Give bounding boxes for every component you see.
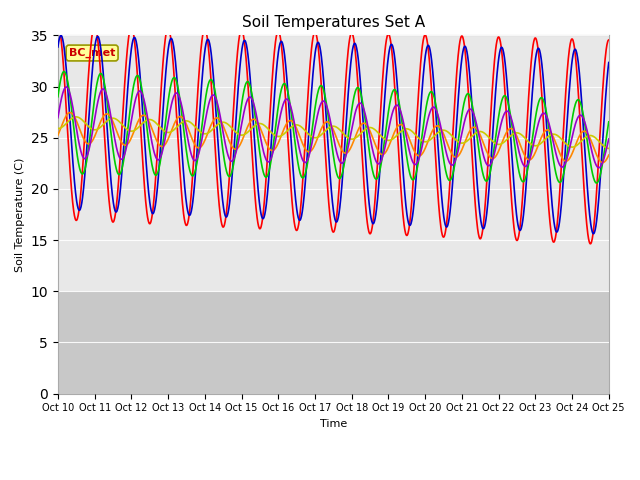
Bar [58, 291, 609, 394]
Title: Soil Temperatures Set A: Soil Temperatures Set A [242, 15, 425, 30]
X-axis label: Time: Time [320, 419, 347, 429]
Y-axis label: Soil Temperature (C): Soil Temperature (C) [15, 157, 25, 272]
Legend: -2cm, -4cm, -8cm, -16cm, -32cm, Theta_Temp: -2cm, -4cm, -8cm, -16cm, -32cm, Theta_Te… [113, 478, 553, 480]
Text: BC_met: BC_met [69, 48, 115, 58]
